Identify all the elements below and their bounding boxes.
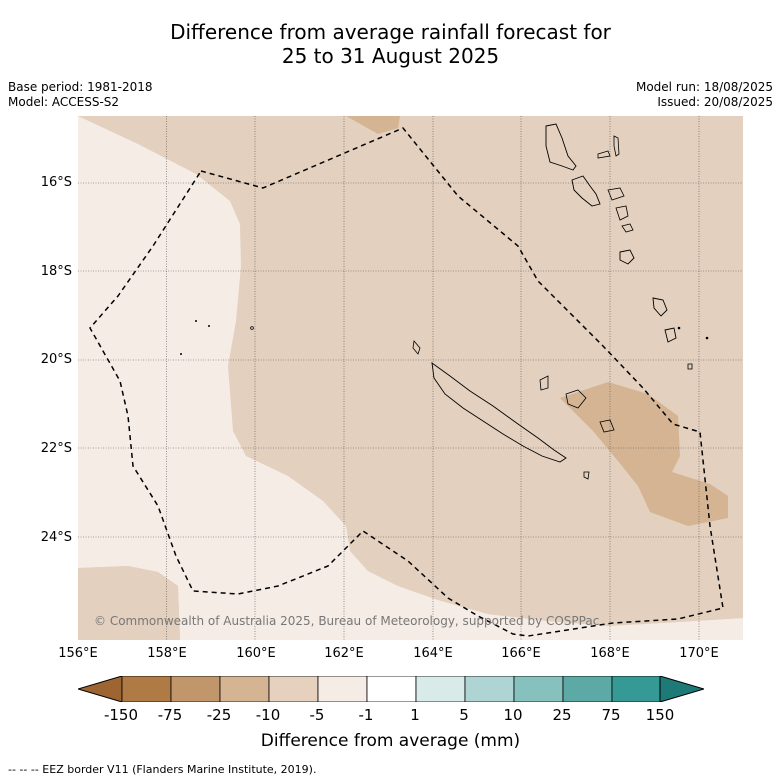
colorbar-tick: -75	[157, 706, 183, 724]
model-name: Model: ACCESS-S2	[8, 95, 120, 109]
moderate-deficit-zone	[350, 546, 743, 626]
colorbar-tick: 150	[645, 706, 675, 724]
lon-label: 166°E	[501, 646, 541, 661]
colorbar-cell	[562, 676, 613, 702]
colorbar-cell	[513, 676, 564, 702]
tanna-coast	[664, 327, 677, 343]
lon-label: 170°E	[679, 646, 719, 661]
colorbar-tick: 10	[503, 706, 523, 724]
lon-label: 156°E	[58, 646, 98, 661]
aneityum-coast	[687, 363, 693, 370]
colorbar-cell	[121, 676, 172, 702]
reef-islet	[250, 326, 254, 330]
ambrym-coast	[607, 187, 625, 201]
base-period: Base period: 1981-2018	[8, 80, 153, 94]
reef-islet	[180, 353, 182, 355]
lon-label: 158°E	[147, 646, 187, 661]
meta-left: Base period: 1981-2018 Model: ACCESS-S2	[8, 80, 153, 110]
light-deficit-zone	[78, 116, 743, 640]
colorbar-cell	[464, 676, 515, 702]
meta-right: Model run: 18/08/2025 Issued: 20/08/2025	[636, 80, 773, 110]
isle-of-pines-coast	[583, 471, 590, 480]
colorbar-tick: -5	[309, 706, 325, 724]
eez-footnote: -- -- -- EEZ border V11 (Flanders Marine…	[8, 763, 317, 776]
colorbar-tick: -25	[206, 706, 232, 724]
shepherd-islands	[621, 223, 634, 233]
sw-deficit-zone	[78, 566, 180, 640]
title-line-1: Difference from average rainfall forecas…	[170, 20, 611, 44]
colorbar-tick: 5	[459, 706, 469, 724]
colorbar-tick: -1	[358, 706, 374, 724]
model-run: Model run: 18/08/2025	[635, 80, 773, 94]
deficit-patch-east	[560, 382, 728, 526]
lifou-coast	[565, 389, 587, 409]
issued-date: Issued: 20/08/2025	[657, 95, 773, 109]
colorbar-tick: 1	[410, 706, 420, 724]
ambae-coast	[597, 150, 611, 159]
lon-label: 160°E	[236, 646, 276, 661]
lon-label: 168°E	[590, 646, 630, 661]
colorbar-tick: 25	[552, 706, 572, 724]
epi-coast	[615, 205, 629, 221]
efate-coast	[619, 249, 635, 265]
colorbar-cell	[219, 676, 270, 702]
rainfall-map	[78, 116, 743, 640]
colorbar-tick: -10	[255, 706, 281, 724]
maewo-coast	[613, 135, 620, 157]
belep-islands	[412, 340, 421, 355]
lat-label: 18°S	[40, 264, 72, 279]
copyright-notice: © Commonwealth of Australia 2025, Bureau…	[94, 614, 600, 628]
colorbar-tick: -150	[103, 706, 139, 724]
colorbar-cell	[170, 676, 221, 702]
lat-label: 24°S	[40, 530, 72, 545]
reef-islet	[208, 325, 210, 327]
colorbar-cell	[317, 676, 368, 702]
graticule	[78, 116, 743, 640]
lat-label: 16°S	[40, 175, 72, 190]
colorbar	[78, 676, 704, 702]
colorbar-cell	[415, 676, 466, 702]
espiritu-santo-coast	[545, 123, 577, 171]
colorbar-min-arrow	[78, 676, 123, 702]
colorbar-tick: 75	[601, 706, 621, 724]
colorbar-max-arrow	[659, 676, 704, 702]
islet	[677, 326, 681, 330]
deficit-patch-north	[346, 116, 400, 134]
erromango-coast	[652, 297, 668, 317]
colorbar-cell	[268, 676, 319, 702]
lon-label: 162°E	[324, 646, 364, 661]
colorbar-cell	[366, 676, 417, 702]
eez-border	[89, 127, 724, 637]
colorbar-cell	[611, 676, 662, 702]
title-line-2: 25 to 31 August 2025	[281, 44, 500, 68]
malekula-coast	[571, 175, 601, 207]
lat-label: 22°S	[40, 441, 72, 456]
lon-label: 164°E	[413, 646, 453, 661]
ouvea-coast	[539, 375, 549, 391]
new-caledonia-coast	[431, 362, 567, 463]
map-title: Difference from average rainfall forecas…	[0, 20, 781, 68]
mare-coast	[599, 419, 615, 433]
reef-islet	[195, 320, 197, 322]
colorbar-title: Difference from average (mm)	[260, 731, 521, 751]
islet	[705, 336, 709, 340]
lat-label: 20°S	[40, 352, 72, 367]
